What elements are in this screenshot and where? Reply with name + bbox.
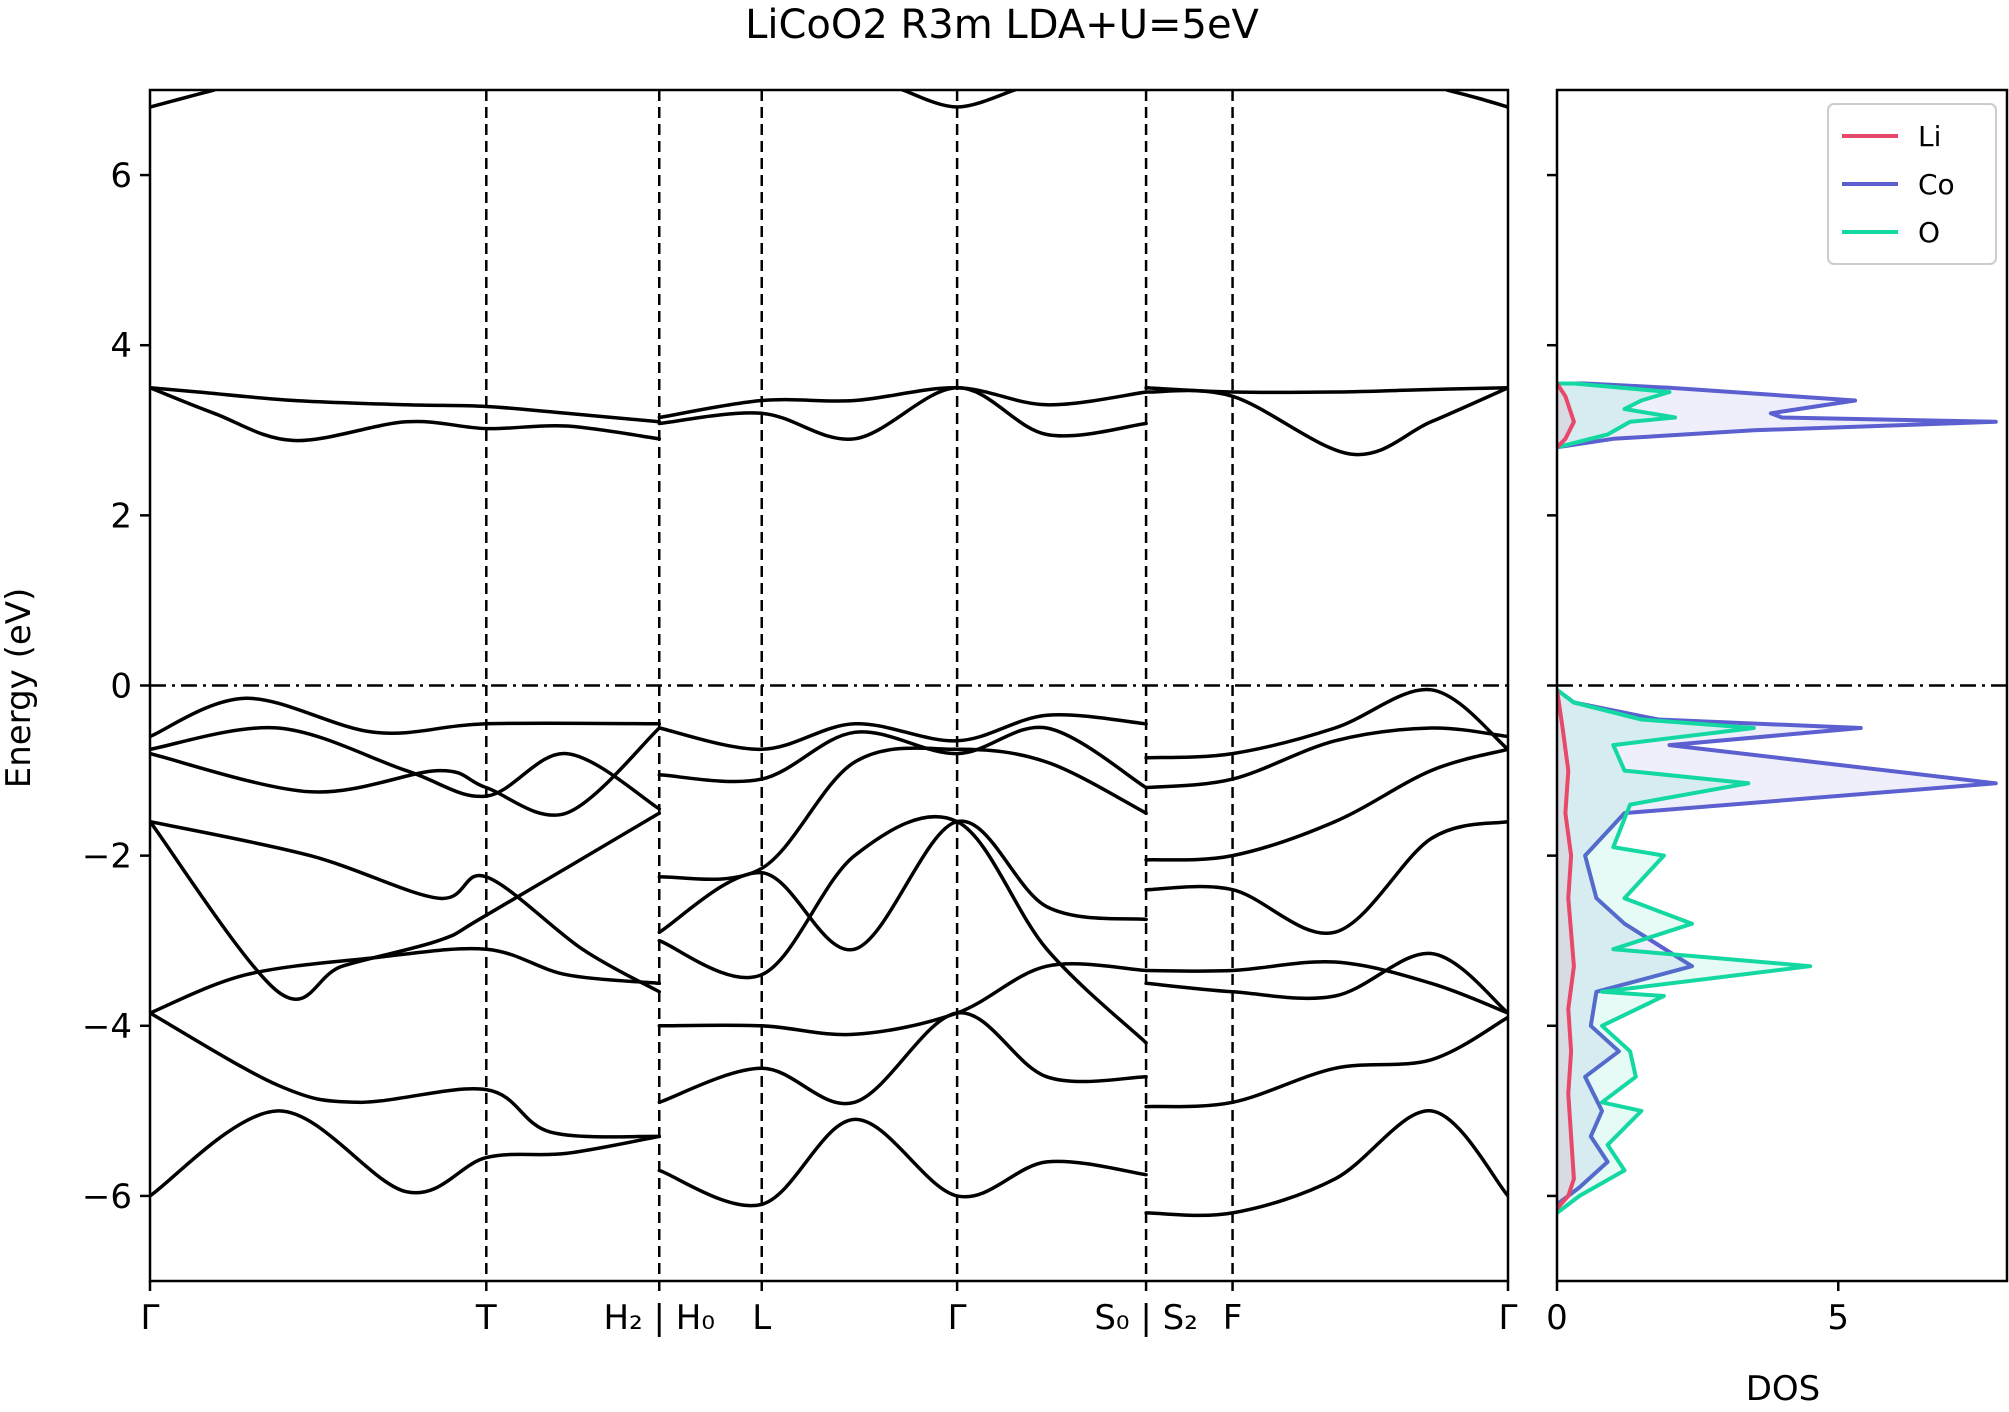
band-panel-frame <box>148 88 1510 1283</box>
band-line <box>1445 90 1508 109</box>
dos-x-tick-label: 0 <box>1546 1298 1568 1338</box>
dos-line-o <box>1557 688 1813 1215</box>
dos-area-o <box>1557 383 1676 448</box>
y-tick-label: −2 <box>82 837 132 877</box>
y-tick-label: 0 <box>110 667 132 707</box>
x-tick-label: L <box>752 1298 771 1338</box>
band-line <box>657 814 1148 1045</box>
band-line <box>150 90 216 109</box>
band-line <box>150 386 662 424</box>
band-line <box>1144 726 1508 790</box>
dos-area-li <box>1557 383 1574 448</box>
band-y-ticks: −6 −4 −2 0 2 4 6 <box>82 156 150 1217</box>
dos-x-axis-label: DOS <box>1746 1369 1821 1409</box>
y-tick-label: −6 <box>82 1177 132 1217</box>
y-tick-label: 6 <box>110 156 132 196</box>
band-line <box>1144 1015 1508 1109</box>
band-line <box>900 90 1017 109</box>
x-tick-label: F <box>1223 1298 1243 1338</box>
dos-line-li <box>1557 689 1576 1211</box>
dos-x-tick-label: 5 <box>1827 1298 1849 1338</box>
dos-line-li <box>1557 382 1576 449</box>
band-line <box>657 725 1148 790</box>
band-curves <box>150 90 1508 1218</box>
band-line <box>150 726 662 817</box>
band-line <box>1144 1109 1508 1218</box>
dos-curves <box>1557 381 1998 1215</box>
legend-box <box>1827 103 1997 265</box>
band-line <box>150 811 662 1001</box>
band-line <box>150 696 662 739</box>
band-line <box>1144 951 1508 1015</box>
x-tick-label: T <box>475 1298 497 1338</box>
legend-label-li: Li <box>1918 120 1941 153</box>
dos-line-co <box>1557 688 1998 1206</box>
band-line <box>657 962 1148 1037</box>
band-line <box>150 946 662 1015</box>
band-line <box>657 1011 1148 1106</box>
legend-label-o: O <box>1918 216 1940 249</box>
band-line <box>657 386 1148 420</box>
band-line <box>150 725 662 811</box>
x-tick-label: Γ <box>1499 1298 1518 1338</box>
x-tick-label: Γ <box>948 1298 967 1338</box>
y-axis-label: Energy (eV) <box>0 588 39 789</box>
band-line <box>1144 687 1508 760</box>
band-line <box>150 386 662 443</box>
band-line <box>657 819 1148 952</box>
dos-line-co <box>1557 381 1998 450</box>
band-line <box>1144 959 1508 1015</box>
band-line <box>657 1117 1148 1208</box>
dos-y-ticks <box>1547 173 1557 1198</box>
legend-label-co: Co <box>1918 168 1955 201</box>
x-tick-label: H₂ | H₀ <box>604 1298 715 1338</box>
band-line <box>150 1109 662 1198</box>
x-tick-label: S₀ | S₂ <box>1094 1298 1198 1338</box>
band-line <box>1144 386 1508 457</box>
chart-title: LiCoO2 R3m LDA+U=5eV <box>745 2 1259 48</box>
dos-panel-frame <box>1555 88 2009 1283</box>
band-x-ticks: Γ T H₂ | H₀ L Γ S₀ | S₂ F Γ <box>141 1281 1518 1338</box>
band-structure-panel: −6 −4 −2 0 2 4 6 Γ T H₂ | H₀ L Γ S₀ | S₂ F Γ <box>82 88 1518 1338</box>
legend: Li Co O <box>1827 103 1997 265</box>
band-line <box>657 713 1148 752</box>
band-line <box>150 1011 662 1139</box>
dos-area-li <box>1557 689 1574 1209</box>
dos-area-o <box>1557 689 1811 1213</box>
x-tick-label: Γ <box>141 1298 160 1338</box>
band-line <box>1144 819 1508 936</box>
band-line <box>150 819 662 994</box>
y-tick-label: −4 <box>82 1007 132 1047</box>
band-line <box>1144 747 1508 862</box>
band-line <box>657 746 1148 882</box>
band-line <box>657 386 1148 441</box>
dos-line-o <box>1557 381 1678 450</box>
y-tick-label: 4 <box>110 326 132 366</box>
y-tick-label: 2 <box>110 496 132 536</box>
